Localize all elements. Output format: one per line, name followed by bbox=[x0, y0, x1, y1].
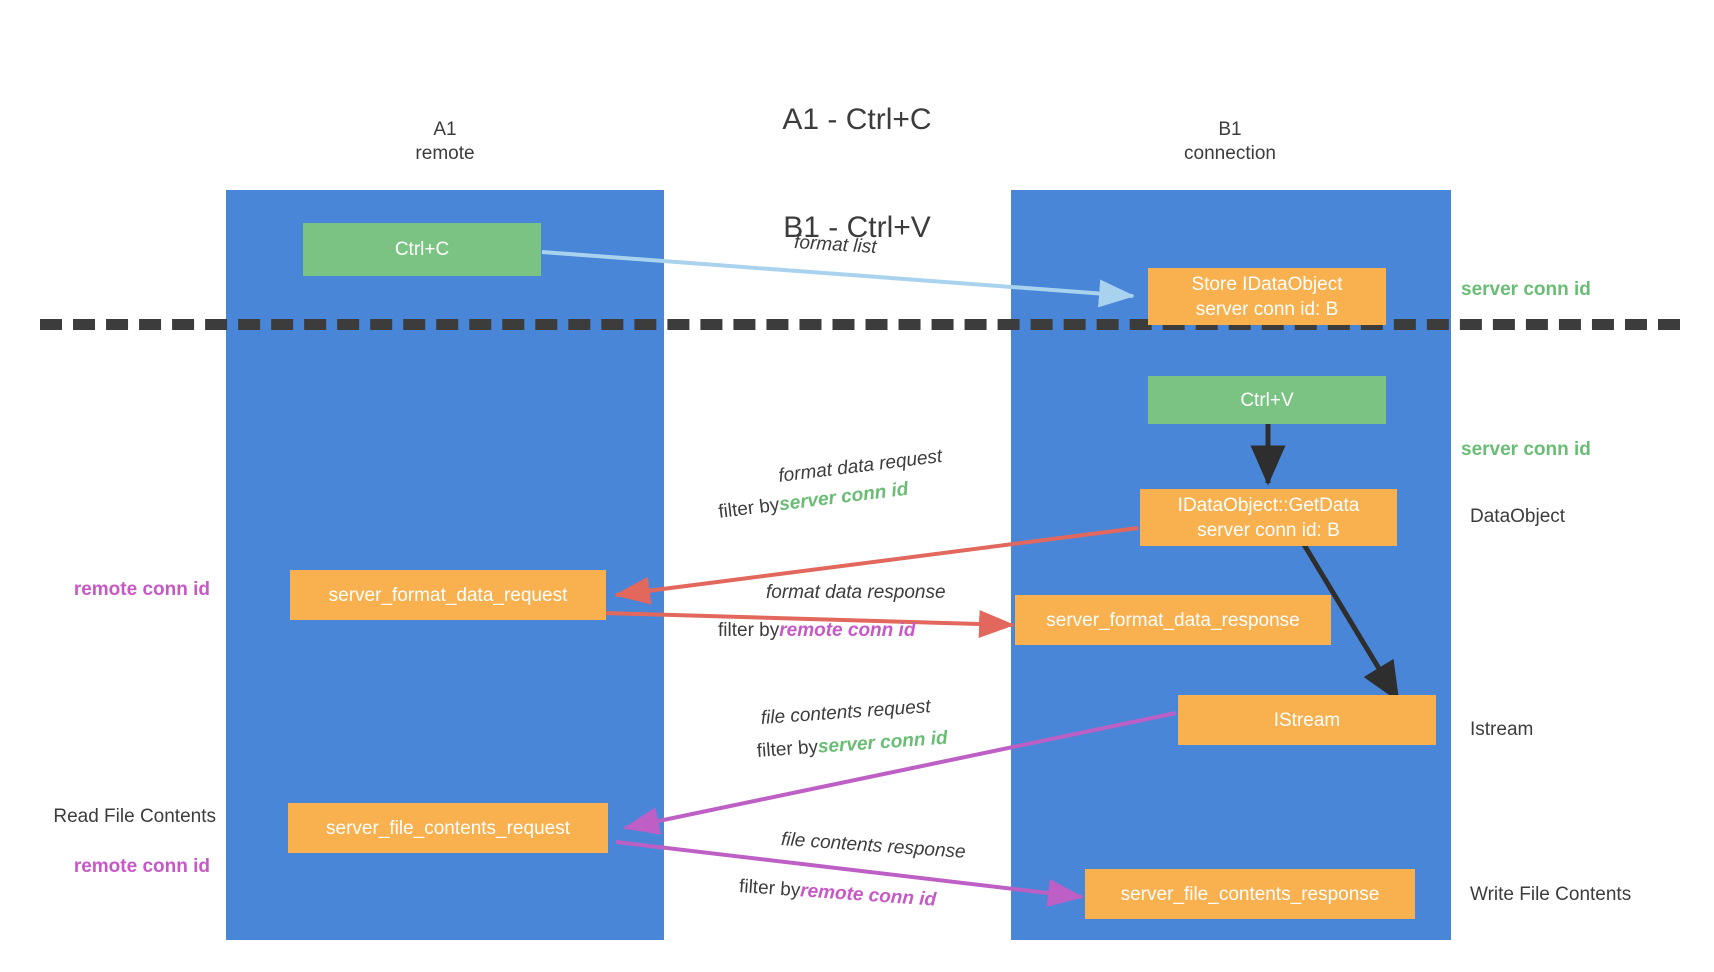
edge-label-format-data-request-text: format data request bbox=[777, 445, 944, 487]
box-ctrl-c[interactable]: Ctrl+C bbox=[303, 223, 541, 276]
label-read-file-contents: Read File Contents bbox=[0, 805, 216, 829]
box-idataobject-getdata[interactable]: IDataObject::GetData server conn id: B bbox=[1140, 489, 1397, 546]
edge-label-format-list: format list bbox=[793, 230, 877, 261]
edge-label-file-contents-response: file contents response bbox=[780, 827, 966, 866]
page-title: A1 - Ctrl+C B1 - Ctrl+V bbox=[0, 30, 1714, 318]
lane-header-a1-line2: remote bbox=[415, 143, 475, 164]
box-server-format-data-request[interactable]: server_format_data_request bbox=[290, 570, 606, 620]
label-remote-conn-id-bottom: remote conn id bbox=[0, 855, 210, 879]
edge-label-filter-by-remote-2-accent: remote conn id bbox=[799, 880, 937, 911]
box-server-format-data-request-label: server_format_data_request bbox=[328, 584, 568, 606]
label-remote-conn-id-mid-text: remote conn id bbox=[73, 579, 210, 600]
box-server-file-contents-request[interactable]: server_file_contents_request bbox=[288, 803, 608, 853]
title-line-2: B1 - Ctrl+V bbox=[783, 211, 931, 244]
edge-label-format-data-response: format data response bbox=[766, 580, 946, 606]
edge-label-file-contents-request: file contents request bbox=[760, 694, 931, 732]
label-remote-conn-id-bottom-text: remote conn id bbox=[73, 856, 210, 877]
lane-header-b1-line2: connection bbox=[1184, 143, 1276, 164]
box-idataobject-getdata-line2: server conn id: B bbox=[1197, 519, 1340, 541]
box-server-format-data-response-label: server_format_data_response bbox=[1046, 609, 1300, 631]
lane-header-a1: A1 remote bbox=[225, 118, 665, 166]
edge-label-file-contents-request-text: file contents request bbox=[760, 696, 932, 729]
box-istream[interactable]: IStream bbox=[1178, 695, 1436, 745]
box-ctrl-v[interactable]: Ctrl+V bbox=[1148, 376, 1386, 424]
box-server-file-contents-request-label: server_file_contents_request bbox=[326, 817, 570, 839]
edge-label-format-data-response-text: format data response bbox=[766, 582, 946, 603]
box-server-format-data-response[interactable]: server_format_data_response bbox=[1015, 595, 1331, 645]
edge-label-file-contents-response-text: file contents response bbox=[780, 828, 967, 863]
label-read-file-contents-text: Read File Contents bbox=[53, 806, 216, 827]
edge-label-filter-by-server-2: filter byserver conn id bbox=[756, 726, 948, 765]
edge-label-filter-by-server-2-prefix: filter by bbox=[756, 736, 819, 762]
lane-header-b1-line1: B1 bbox=[1218, 119, 1242, 140]
edge-label-filter-by-server-2-accent: server conn id bbox=[817, 727, 949, 758]
edge-label-filter-by-remote-1: filter byremote conn id bbox=[718, 618, 915, 644]
box-server-file-contents-response-label: server_file_contents_response bbox=[1120, 883, 1380, 905]
label-server-conn-id-top-text: server conn id bbox=[1461, 279, 1591, 300]
label-write-file-contents-text: Write File Contents bbox=[1470, 884, 1632, 905]
box-ctrl-v-label: Ctrl+V bbox=[1240, 389, 1294, 411]
box-istream-label: IStream bbox=[1273, 709, 1341, 731]
label-dataobject: DataObject bbox=[1470, 505, 1565, 529]
edge-label-format-list-text: format list bbox=[793, 231, 878, 258]
label-server-conn-id-top: server conn id bbox=[1461, 278, 1591, 302]
label-remote-conn-id-mid: remote conn id bbox=[0, 578, 210, 602]
edge-label-filter-by-remote-2: filter byremote conn id bbox=[738, 874, 937, 914]
label-istream-text: Istream bbox=[1470, 719, 1534, 740]
lane-header-b1: B1 connection bbox=[1010, 118, 1450, 166]
box-ctrl-c-label: Ctrl+C bbox=[394, 239, 450, 260]
box-idataobject-getdata-line1: IDataObject::GetData bbox=[1177, 494, 1360, 516]
label-server-conn-id-mid-text: server conn id bbox=[1461, 439, 1591, 460]
label-dataobject-text: DataObject bbox=[1470, 506, 1566, 527]
title-line-1: A1 - Ctrl+C bbox=[782, 103, 932, 136]
lane-header-a1-line1: A1 bbox=[433, 119, 457, 140]
phase-divider bbox=[40, 319, 1680, 330]
edge-label-filter-by-remote-1-prefix: filter by bbox=[718, 620, 780, 641]
label-server-conn-id-mid: server conn id bbox=[1461, 438, 1591, 462]
edge-label-filter-by-server-1-prefix: filter by bbox=[717, 494, 781, 523]
box-store-idataobject-line1: Store IDataObject bbox=[1191, 273, 1343, 295]
label-write-file-contents: Write File Contents bbox=[1470, 883, 1631, 907]
box-store-idataobject-line2: server conn id: B bbox=[1195, 298, 1339, 320]
edge-label-filter-by-remote-1-accent: remote conn id bbox=[779, 620, 916, 641]
box-store-idataobject[interactable]: Store IDataObject server conn id: B bbox=[1148, 268, 1386, 325]
label-istream: Istream bbox=[1470, 718, 1533, 742]
box-server-file-contents-response[interactable]: server_file_contents_response bbox=[1085, 869, 1415, 919]
edge-label-filter-by-remote-2-prefix: filter by bbox=[738, 875, 801, 902]
